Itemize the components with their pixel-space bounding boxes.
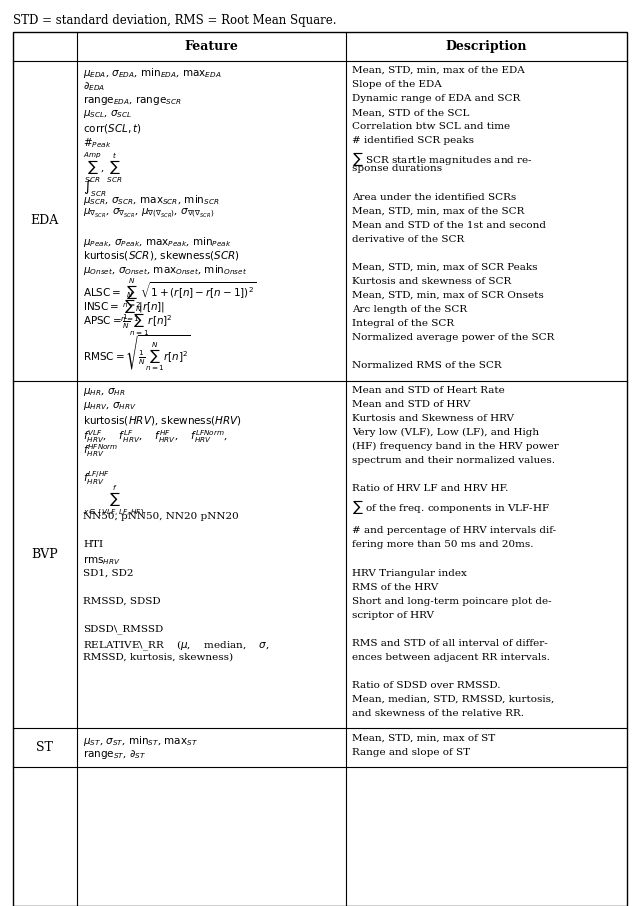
Text: Mean and STD of the 1st and second: Mean and STD of the 1st and second bbox=[352, 220, 546, 229]
Text: sponse durations: sponse durations bbox=[352, 164, 442, 173]
Text: Mean, STD, min, max of SCR Peaks: Mean, STD, min, max of SCR Peaks bbox=[352, 263, 538, 272]
Text: SD1, SD2: SD1, SD2 bbox=[83, 569, 134, 577]
Text: Ratio of HRV LF and HRV HF.: Ratio of HRV LF and HRV HF. bbox=[352, 484, 508, 493]
Text: $\mu_{Onset}$, $\sigma_{Onset}$, $\mathrm{max}_{Onset}$, $\mathrm{min}_{Onset}$: $\mu_{Onset}$, $\sigma_{Onset}$, $\mathr… bbox=[83, 263, 248, 276]
Text: fering more than 50 ms and 20ms.: fering more than 50 ms and 20ms. bbox=[352, 540, 534, 549]
Text: RMSSD, SDSD: RMSSD, SDSD bbox=[83, 596, 161, 605]
Text: $\mathrm{RMSC} = \sqrt{\frac{1}{N}\sum_{n=1}^{N}r[n]^2}$: $\mathrm{RMSC} = \sqrt{\frac{1}{N}\sum_{… bbox=[83, 333, 191, 373]
Text: RMSSD, kurtosis, skewness): RMSSD, kurtosis, skewness) bbox=[83, 653, 234, 661]
Text: $\mu_{HR}$, $\sigma_{HR}$: $\mu_{HR}$, $\sigma_{HR}$ bbox=[83, 386, 125, 398]
Text: and skewness of the relative RR.: and skewness of the relative RR. bbox=[352, 709, 524, 718]
Text: $\mathrm{kurtosis}(SCR)$, $\mathrm{skewness}(SCR)$: $\mathrm{kurtosis}(SCR)$, $\mathrm{skewn… bbox=[83, 248, 240, 262]
Text: EDA: EDA bbox=[31, 214, 59, 227]
Text: $f_{HRV}^{LF/HF}$: $f_{HRV}^{LF/HF}$ bbox=[83, 470, 110, 487]
Text: $\mathrm{ALSC} = \sum_{n=2}^{N}\sqrt{1+(r[n]-r[n-1])^2}$: $\mathrm{ALSC} = \sum_{n=2}^{N}\sqrt{1+(… bbox=[83, 276, 257, 310]
Text: Ratio of SDSD over RMSSD.: Ratio of SDSD over RMSSD. bbox=[352, 681, 500, 689]
Text: $\mu_{SCL}$, $\sigma_{SCL}$: $\mu_{SCL}$, $\sigma_{SCL}$ bbox=[83, 108, 132, 120]
Text: Mean, median, STD, RMSSD, kurtosis,: Mean, median, STD, RMSSD, kurtosis, bbox=[352, 695, 554, 704]
Text: $\partial_{EDA}$: $\partial_{EDA}$ bbox=[83, 81, 106, 93]
Text: Normalized average power of the SCR: Normalized average power of the SCR bbox=[352, 333, 554, 342]
Text: $\mathrm{kurtosis}(HRV)$, $\mathrm{skewness}(HRV)$: $\mathrm{kurtosis}(HRV)$, $\mathrm{skewn… bbox=[83, 414, 243, 427]
Text: $\sum_{x\in\{VLF, LF, HF\}}^{f}$: $\sum_{x\in\{VLF, LF, HF\}}^{f}$ bbox=[83, 484, 146, 519]
Text: $\mu_{ST}$, $\sigma_{ST}$, $\mathrm{min}_{ST}$, $\mathrm{max}_{ST}$: $\mu_{ST}$, $\sigma_{ST}$, $\mathrm{min}… bbox=[83, 734, 198, 747]
Text: Mean, STD, min, max of the SCR: Mean, STD, min, max of the SCR bbox=[352, 207, 524, 216]
Text: ences between adjacent RR intervals.: ences between adjacent RR intervals. bbox=[352, 653, 550, 661]
Text: $\mu_{HRV}$, $\sigma_{HRV}$: $\mu_{HRV}$, $\sigma_{HRV}$ bbox=[83, 400, 137, 412]
Text: $\mathrm{range}_{ST}$, $\partial_{ST}$: $\mathrm{range}_{ST}$, $\partial_{ST}$ bbox=[83, 748, 147, 761]
Text: Mean and STD of HRV: Mean and STD of HRV bbox=[352, 400, 470, 409]
Text: Mean, STD, min, max of SCR Onsets: Mean, STD, min, max of SCR Onsets bbox=[352, 291, 544, 300]
Text: $f_{HRV}^{VLF}$,    $f_{HRV}^{LF}$,    $f_{HRV}^{HF}$,    $f_{HRV}^{LFNorm}$,: $f_{HRV}^{VLF}$, $f_{HRV}^{LF}$, $f_{HRV… bbox=[83, 428, 228, 445]
Text: (HF) frequency band in the HRV power: (HF) frequency band in the HRV power bbox=[352, 442, 559, 451]
Text: $\mathrm{range}_{EDA}$, $\mathrm{range}_{SCR}$: $\mathrm{range}_{EDA}$, $\mathrm{range}_… bbox=[83, 94, 182, 107]
Text: $\sum$ of the freq. components in VLF-HF: $\sum$ of the freq. components in VLF-HF bbox=[352, 498, 550, 516]
Text: Mean, STD, min, max of the EDA: Mean, STD, min, max of the EDA bbox=[352, 66, 525, 75]
Text: ST: ST bbox=[36, 741, 53, 755]
Text: Range and slope of ST: Range and slope of ST bbox=[352, 748, 470, 757]
Text: Correlation btw SCL and time: Correlation btw SCL and time bbox=[352, 122, 510, 131]
Text: $\mathrm{APSC} = \frac{1}{N}\sum_{n=1}^{N}r[n]^2$: $\mathrm{APSC} = \frac{1}{N}\sum_{n=1}^{… bbox=[83, 304, 173, 338]
Text: $\mathrm{corr}(SCL, t)$: $\mathrm{corr}(SCL, t)$ bbox=[83, 122, 142, 135]
Text: Integral of the SCR: Integral of the SCR bbox=[352, 319, 454, 328]
Text: Mean, STD, min, max of ST: Mean, STD, min, max of ST bbox=[352, 734, 495, 743]
Text: $f_{HRV}^{HFNorm}$: $f_{HRV}^{HFNorm}$ bbox=[83, 442, 118, 459]
Text: HTI: HTI bbox=[83, 540, 103, 549]
Text: Kurtosis and Skewness of HRV: Kurtosis and Skewness of HRV bbox=[352, 414, 514, 423]
Text: Slope of the EDA: Slope of the EDA bbox=[352, 81, 442, 89]
Text: STD = standard deviation, RMS = Root Mean Square.: STD = standard deviation, RMS = Root Mea… bbox=[13, 14, 336, 26]
Text: RELATIVE\_RR    ($\mu$,    median,    $\sigma$,: RELATIVE\_RR ($\mu$, median, $\sigma$, bbox=[83, 639, 270, 653]
Text: $\mu_{Peak}$, $\sigma_{Peak}$, $\mathrm{max}_{Peak}$, $\mathrm{min}_{Peak}$: $\mu_{Peak}$, $\sigma_{Peak}$, $\mathrm{… bbox=[83, 235, 232, 248]
Text: $\mathrm{INSC} = \sum_{n=1}^{N}|r[n]|$: $\mathrm{INSC} = \sum_{n=1}^{N}|r[n]|$ bbox=[83, 291, 165, 324]
Text: Dynamic range of EDA and SCR: Dynamic range of EDA and SCR bbox=[352, 94, 520, 103]
Text: HRV Triangular index: HRV Triangular index bbox=[352, 569, 467, 577]
Text: $\#_{Peak}$: $\#_{Peak}$ bbox=[83, 136, 112, 150]
Text: $\int_{SCR}$: $\int_{SCR}$ bbox=[83, 178, 107, 199]
Text: Description: Description bbox=[445, 40, 527, 53]
Text: $\sum_{SCR}^{Amp}$, $\sum_{SCR}^{t}$: $\sum_{SCR}^{Amp}$, $\sum_{SCR}^{t}$ bbox=[83, 150, 123, 185]
Text: RMS and STD of all interval of differ-: RMS and STD of all interval of differ- bbox=[352, 639, 548, 648]
Text: $\mathrm{rms}_{HRV}$: $\mathrm{rms}_{HRV}$ bbox=[83, 554, 121, 567]
Text: NN50, pNN50, NN20 pNN20: NN50, pNN50, NN20 pNN20 bbox=[83, 512, 239, 521]
Text: $\mu_{SCR}$, $\sigma_{SCR}$, $\mathrm{max}_{SCR}$, $\mathrm{min}_{SCR}$: $\mu_{SCR}$, $\sigma_{SCR}$, $\mathrm{ma… bbox=[83, 192, 220, 207]
Text: Feature: Feature bbox=[184, 40, 238, 53]
Text: $\mu_{EDA}$, $\sigma_{EDA}$, $\mathrm{min}_{EDA}$, $\mathrm{max}_{EDA}$: $\mu_{EDA}$, $\sigma_{EDA}$, $\mathrm{mi… bbox=[83, 66, 221, 80]
Text: Area under the identified SCRs: Area under the identified SCRs bbox=[352, 192, 516, 201]
Text: $\sum$ SCR startle magnitudes and re-: $\sum$ SCR startle magnitudes and re- bbox=[352, 150, 532, 169]
Text: derivative of the SCR: derivative of the SCR bbox=[352, 235, 464, 244]
Text: Arc length of the SCR: Arc length of the SCR bbox=[352, 304, 467, 313]
Text: $\mu_{\nabla_{SCR}}$, $\sigma_{\nabla_{SCR}}$, $\mu_{\nabla(\nabla_{SCR})}$, $\s: $\mu_{\nabla_{SCR}}$, $\sigma_{\nabla_{S… bbox=[83, 207, 214, 220]
Text: Normalized RMS of the SCR: Normalized RMS of the SCR bbox=[352, 361, 502, 370]
Text: # and percentage of HRV intervals dif-: # and percentage of HRV intervals dif- bbox=[352, 526, 556, 535]
Text: scriptor of HRV: scriptor of HRV bbox=[352, 611, 434, 620]
Text: Very low (VLF), Low (LF), and High: Very low (VLF), Low (LF), and High bbox=[352, 428, 539, 438]
Text: RMS of the HRV: RMS of the HRV bbox=[352, 583, 438, 592]
Text: SDSD\_RMSSD: SDSD\_RMSSD bbox=[83, 625, 163, 634]
Text: Short and long-term poincare plot de-: Short and long-term poincare plot de- bbox=[352, 596, 552, 605]
Text: BVP: BVP bbox=[31, 548, 58, 561]
Text: # identified SCR peaks: # identified SCR peaks bbox=[352, 136, 474, 145]
Text: Kurtosis and skewness of SCR: Kurtosis and skewness of SCR bbox=[352, 276, 511, 285]
Text: Mean, STD of the SCL: Mean, STD of the SCL bbox=[352, 108, 469, 117]
Text: Mean and STD of Heart Rate: Mean and STD of Heart Rate bbox=[352, 386, 505, 395]
Text: spectrum and their normalized values.: spectrum and their normalized values. bbox=[352, 456, 555, 465]
